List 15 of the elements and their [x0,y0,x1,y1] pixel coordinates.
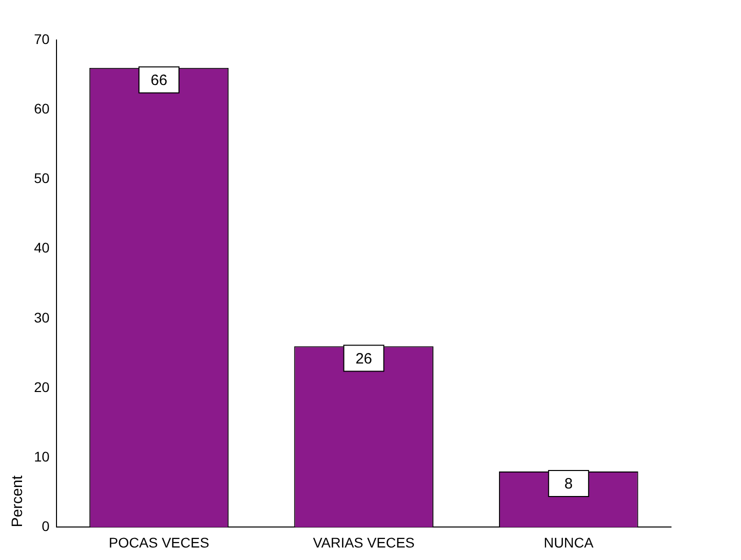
y-tick-label: 40 [34,240,50,256]
y-tick-label: 20 [34,378,50,395]
y-tick-label: 60 [34,100,50,116]
y-tick-label: 10 [34,448,50,464]
y-tick-label: 50 [34,170,50,186]
x-tick-label: NUNCA [544,534,594,550]
y-tick-label: 70 [34,30,50,47]
y-tick-label: 0 [42,518,50,534]
data-label: 26 [355,350,372,368]
y-tick-label: 30 [34,309,50,326]
x-tick-label: VARIAS VECES [312,534,415,550]
data-label: 66 [150,72,168,89]
data-label: 8 [564,476,573,493]
x-tick-label: POCAS VECES [108,534,210,550]
y-axis-title: Percent [9,474,26,528]
